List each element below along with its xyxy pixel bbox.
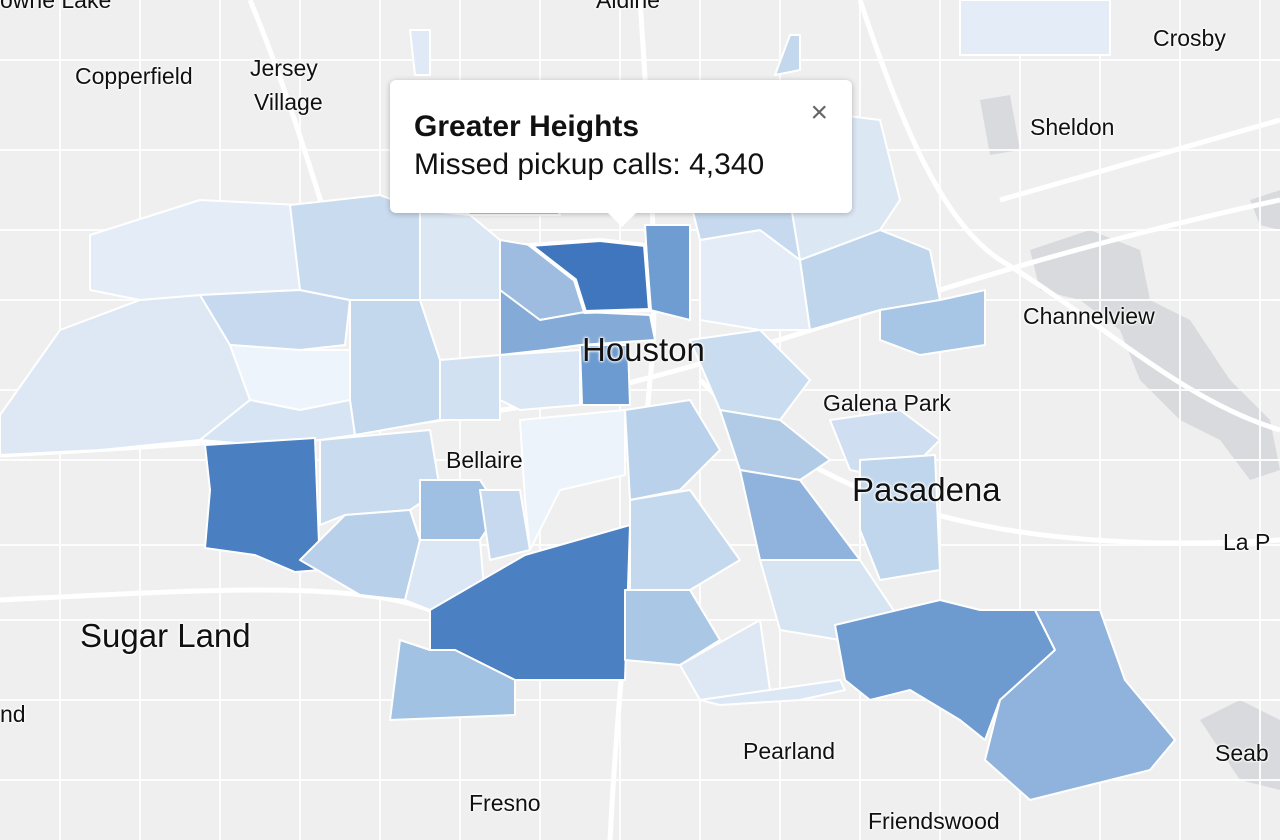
place-label-aldine: Aldine (596, 0, 660, 13)
district-sunnyside[interactable] (624, 589, 721, 666)
selected-district-outline (524, 237, 653, 315)
close-icon[interactable]: × (810, 96, 828, 129)
district-magnolia[interactable] (719, 409, 831, 481)
district-northshore[interactable] (879, 289, 986, 356)
place-label-missouri-city: nd (0, 701, 26, 727)
district-info-popup: × Greater Heights Missed pickup calls: 4… (390, 80, 852, 227)
district-pearland-north[interactable] (699, 679, 846, 706)
district-near-northside[interactable] (644, 224, 691, 321)
district-uptown[interactable] (349, 299, 441, 436)
district-east-end[interactable] (689, 329, 811, 421)
place-label-seabrook: Seab (1215, 740, 1269, 766)
district-meyerland[interactable] (479, 489, 531, 561)
district-downtown[interactable] (579, 344, 631, 406)
place-label-copperfield: Copperfield (75, 63, 193, 89)
place-label-friendswood: Friendswood (868, 808, 1000, 834)
choropleth-layer (0, 0, 1176, 801)
district-third-ward[interactable] (624, 399, 721, 501)
popup-metric-value: 4,340 (689, 148, 765, 181)
place-label-fresno: Fresno (469, 790, 541, 816)
place-label-pearland: Pearland (743, 738, 836, 764)
place-label-towne-lake: owne Lake (0, 0, 112, 13)
district-clear-lake[interactable] (984, 609, 1176, 801)
place-label-crosby: Crosby (1153, 25, 1226, 51)
district-alief[interactable] (204, 437, 321, 573)
district-south-union[interactable] (629, 489, 741, 591)
place-label-village: Village (254, 89, 323, 115)
popup-metric: Missed pickup calls: 4,340 (414, 148, 828, 182)
place-label-galena-park: Galena Park (823, 390, 951, 416)
popup-title: Greater Heights (414, 110, 640, 143)
district-aldine-north[interactable] (409, 29, 431, 76)
place-label-la-porte: La P (1223, 529, 1271, 555)
district-clear-lake-west[interactable] (834, 599, 1056, 741)
place-label-sheldon: Sheldon (1030, 114, 1115, 140)
place-label-channelview: Channelview (1023, 303, 1155, 329)
place-label-houston: Houston (582, 331, 705, 368)
district-galleria[interactable] (439, 354, 501, 421)
place-label-pasadena: Pasadena (852, 471, 1001, 508)
district-aldine-strip[interactable] (774, 34, 801, 76)
district-river-oaks[interactable] (499, 349, 581, 411)
district-fort-bend-ne[interactable] (389, 639, 516, 721)
place-label-jersey: Jersey (250, 55, 318, 81)
popup-metric-label: Missed pickup calls: (414, 148, 681, 181)
district-pasadena[interactable] (859, 454, 941, 581)
district-far-north[interactable] (959, 0, 1111, 56)
place-label-sugar-land: Sugar Land (80, 617, 251, 654)
place-label-bellaire: Bellaire (446, 447, 523, 473)
